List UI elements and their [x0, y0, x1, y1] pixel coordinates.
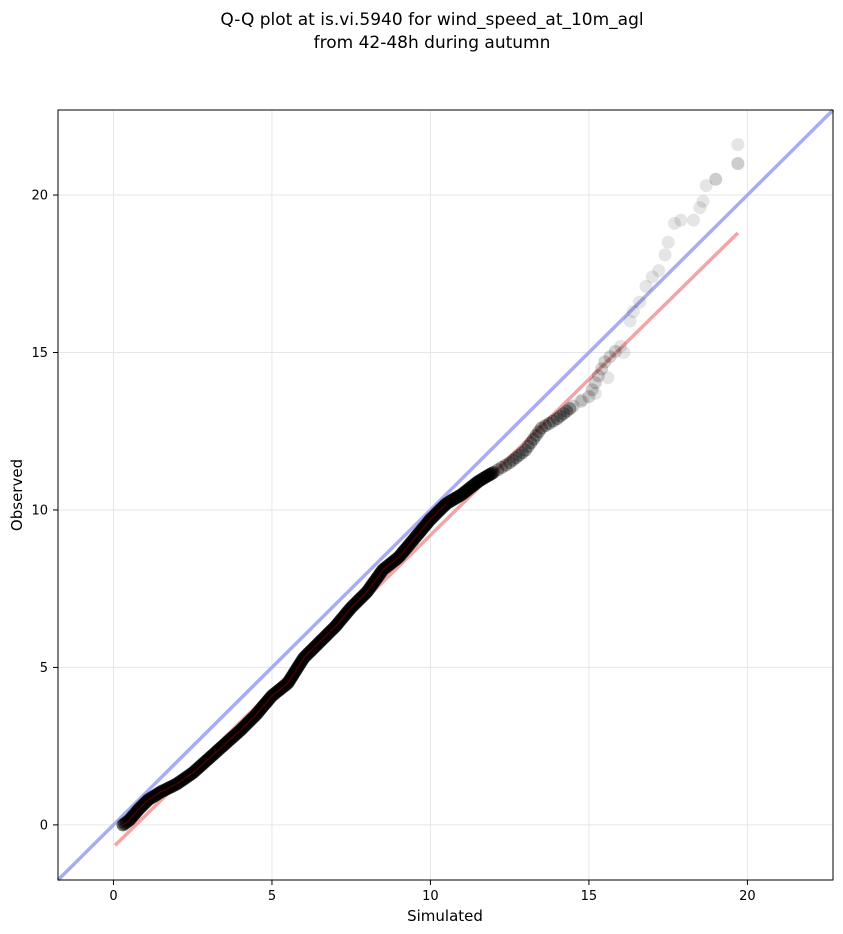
qq-point: [598, 355, 612, 369]
qq-point: [582, 390, 596, 404]
qq-point: [709, 172, 723, 186]
qq-point: [519, 443, 532, 457]
qq-point: [534, 421, 548, 435]
qq-point: [668, 216, 681, 230]
qq-point: [601, 371, 615, 385]
qq-point: [506, 453, 520, 467]
qq-point: [591, 369, 605, 383]
qq-point: [495, 460, 509, 474]
qq-point: [499, 458, 513, 472]
qq-point: [542, 416, 556, 430]
y-tick-label: 15: [31, 346, 48, 361]
qq-point-core: [122, 503, 447, 826]
qq-point: [608, 344, 622, 358]
qq-point: [731, 157, 745, 170]
qq-point: [699, 179, 713, 193]
qq-point: [532, 425, 546, 439]
qq-point: [491, 463, 505, 477]
qq-point: [645, 270, 659, 284]
x-axis-label: Simulated: [407, 907, 483, 925]
y-tick-label: 0: [40, 818, 48, 833]
chart-title-line-2: from 42-48h during autumn: [314, 33, 551, 53]
qq-point: [566, 399, 580, 413]
y-tick-label: 5: [40, 661, 48, 676]
qq-point: [546, 414, 560, 428]
x-tick-label: 20: [739, 889, 756, 904]
qq-point: [731, 138, 745, 152]
qq-point: [652, 264, 666, 278]
qq-point: [709, 172, 723, 186]
qq-point: [574, 394, 588, 408]
y-tick-label: 20: [31, 189, 48, 204]
qq-point: [557, 407, 571, 421]
qq-point: [696, 194, 710, 208]
x-tick-label: 0: [109, 889, 117, 904]
data-points: [116, 138, 745, 832]
grid: [58, 110, 833, 880]
qq-point: [512, 448, 526, 462]
qq-point: [576, 393, 590, 407]
qq-point: [563, 402, 577, 416]
qq-point: [603, 350, 617, 364]
qq-point: [595, 362, 609, 376]
x-tick-label: 5: [268, 889, 276, 904]
qq-point: [626, 305, 640, 319]
qq-point: [503, 456, 517, 470]
chart-title-line-1: Q-Q plot at is.vi.5940 for wind_speed_at…: [220, 10, 643, 30]
qq-point: [617, 346, 631, 359]
qq-point: [658, 248, 672, 262]
qq-point: [585, 383, 599, 397]
qq-point: [527, 432, 540, 446]
qq-point: [687, 213, 700, 227]
qq-point: [661, 235, 675, 249]
qq-point: [550, 412, 564, 426]
y-tick-label: 10: [31, 503, 48, 518]
qq-point: [731, 157, 745, 170]
x-tick-label: 10: [422, 889, 439, 904]
qq-point: [553, 409, 567, 423]
qq-point: [633, 295, 647, 309]
qq-point: [693, 201, 707, 215]
qq-point: [487, 465, 501, 479]
qq-point: [614, 339, 628, 353]
qq-point: [623, 314, 637, 328]
qq-point: [524, 436, 538, 450]
identity-line: [56, 108, 835, 882]
qq-point: [588, 376, 602, 390]
plot-frame: [57, 109, 834, 881]
qq-point: [529, 428, 543, 442]
qq-point: [509, 451, 523, 465]
reference-lines: [56, 108, 835, 882]
x-tick-label: 15: [581, 889, 598, 904]
qq-point: [588, 386, 602, 400]
axis-ticks: 0 5 10 15 20 0 5 10 15 20: [31, 189, 755, 904]
qq-point: [674, 213, 688, 227]
qq-point: [485, 466, 499, 480]
qq-point: [560, 404, 574, 418]
qq-point: [538, 419, 552, 433]
qq-point: [521, 439, 535, 453]
qq-point: [639, 279, 653, 293]
y-axis-label: Observed: [8, 459, 26, 531]
qq-point: [515, 446, 529, 460]
